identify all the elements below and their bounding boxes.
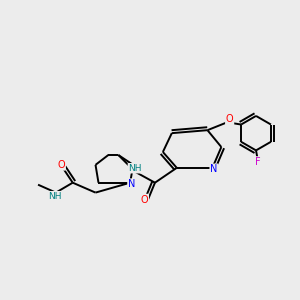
Text: N: N	[128, 179, 135, 189]
Text: O: O	[141, 194, 148, 205]
Text: N: N	[210, 164, 218, 174]
Text: NH: NH	[128, 164, 142, 173]
Text: O: O	[226, 114, 233, 124]
Text: F: F	[255, 157, 260, 167]
Text: NH: NH	[48, 192, 61, 201]
Text: O: O	[58, 160, 65, 170]
